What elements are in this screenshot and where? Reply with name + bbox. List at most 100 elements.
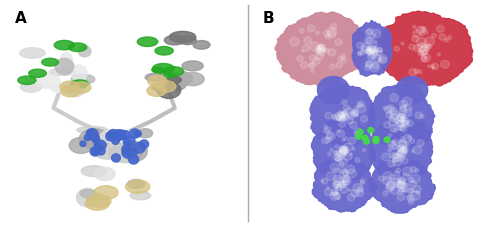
Circle shape [402,119,406,123]
Circle shape [417,140,424,146]
Circle shape [341,175,348,182]
Circle shape [364,36,372,43]
Circle shape [375,45,378,48]
Ellipse shape [164,75,187,90]
Circle shape [343,179,348,184]
Circle shape [400,116,404,118]
Circle shape [339,122,345,127]
Ellipse shape [145,73,165,81]
Circle shape [400,126,406,132]
Circle shape [341,111,346,116]
Circle shape [403,187,408,192]
Circle shape [372,49,377,54]
Circle shape [397,145,404,152]
Circle shape [128,155,138,164]
Circle shape [366,29,372,35]
Circle shape [339,167,346,173]
Circle shape [340,146,348,154]
Circle shape [440,60,450,68]
Circle shape [351,190,359,197]
Ellipse shape [64,61,75,71]
Ellipse shape [126,180,150,194]
Ellipse shape [152,63,174,74]
Circle shape [414,69,419,74]
Circle shape [302,45,310,51]
Circle shape [394,46,400,51]
Circle shape [409,189,413,192]
Circle shape [366,49,370,53]
Circle shape [299,28,304,33]
Circle shape [422,27,426,31]
Circle shape [398,141,407,149]
Circle shape [411,191,420,200]
Ellipse shape [20,48,45,58]
Ellipse shape [128,180,144,189]
Circle shape [382,177,392,185]
Circle shape [342,110,347,115]
Circle shape [310,42,319,51]
Circle shape [397,114,405,121]
Circle shape [399,148,406,154]
Circle shape [390,175,394,180]
Circle shape [418,70,422,74]
Circle shape [416,38,426,47]
Polygon shape [369,117,432,182]
Ellipse shape [396,76,428,104]
Circle shape [396,120,404,127]
Circle shape [366,61,373,68]
Circle shape [331,189,338,195]
Circle shape [352,147,356,150]
Circle shape [310,69,314,73]
Circle shape [424,46,429,51]
Circle shape [346,165,355,174]
Circle shape [325,127,331,132]
Circle shape [356,42,364,49]
Circle shape [354,106,358,110]
Circle shape [343,105,349,111]
Circle shape [351,110,358,117]
Ellipse shape [78,46,91,57]
Circle shape [318,44,322,47]
Circle shape [390,111,400,119]
Circle shape [396,168,400,173]
Circle shape [408,107,412,110]
Circle shape [402,148,407,152]
Ellipse shape [71,80,88,88]
Polygon shape [310,83,376,150]
Circle shape [419,47,428,55]
Circle shape [420,27,426,32]
Circle shape [396,122,398,124]
Circle shape [112,137,120,144]
Ellipse shape [138,129,152,138]
Circle shape [335,184,338,187]
Circle shape [408,177,414,182]
Circle shape [397,126,402,130]
Circle shape [373,136,379,142]
Circle shape [420,114,424,118]
Circle shape [344,143,353,151]
Circle shape [408,196,412,199]
Ellipse shape [164,35,185,45]
Circle shape [364,64,372,70]
Ellipse shape [68,43,87,52]
Circle shape [428,65,430,68]
Circle shape [378,55,387,62]
Circle shape [344,137,347,140]
Ellipse shape [172,72,193,86]
Circle shape [422,54,430,62]
Circle shape [336,62,342,68]
Circle shape [368,53,376,60]
Circle shape [320,47,324,50]
Circle shape [336,115,342,121]
Circle shape [307,25,315,32]
Circle shape [312,58,320,65]
Circle shape [322,178,328,184]
Circle shape [335,193,338,196]
Circle shape [396,180,404,188]
Circle shape [342,139,345,141]
Circle shape [390,94,398,102]
Circle shape [342,116,346,120]
Ellipse shape [34,74,60,88]
Circle shape [372,54,381,63]
Circle shape [398,148,407,157]
